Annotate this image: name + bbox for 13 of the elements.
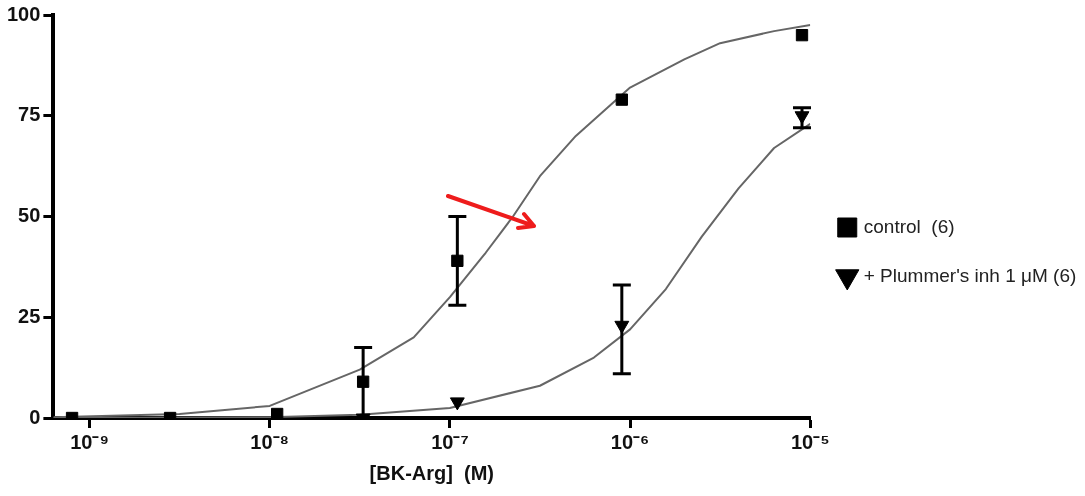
y-tick-label: 0	[29, 405, 41, 428]
x-tick-label: 10⁻⁷	[431, 430, 469, 453]
y-tick-label: 50	[18, 204, 41, 227]
legend-label: + Plummer's inh 1 μM (6)	[863, 264, 1077, 286]
x-tick-label: 10⁻⁶	[610, 430, 650, 453]
x-tick-label: 10⁻⁸	[250, 430, 290, 453]
y-tick-label: 100	[6, 2, 41, 25]
y-tick-label: 75	[18, 103, 41, 126]
x-tick-label: 10⁻⁵	[790, 430, 830, 453]
x-tick-label: 10⁻⁹	[70, 430, 109, 453]
x-axis-title: [BK-Arg] (M)	[369, 461, 495, 484]
legend-label: control (6)	[863, 215, 955, 237]
y-tick-label: 25	[18, 304, 41, 327]
